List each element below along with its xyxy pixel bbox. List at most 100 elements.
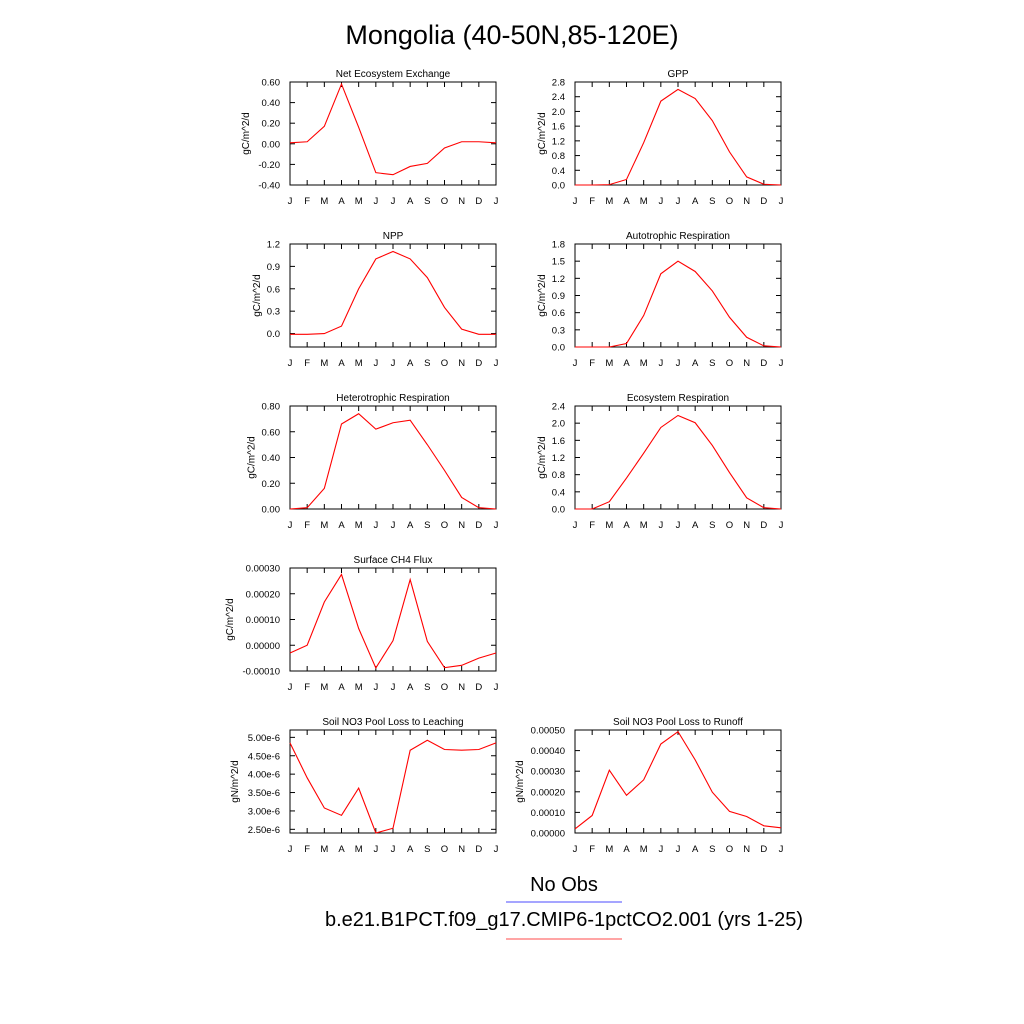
y-tick-label: 0.00040 [531, 746, 565, 757]
x-tick-label: S [709, 196, 715, 207]
x-tick-label: N [458, 358, 465, 369]
x-tick-label: O [726, 844, 733, 855]
y-tick-label: 2.4 [552, 402, 565, 413]
x-tick-label: O [726, 358, 733, 369]
y-tick-label: 0.8 [552, 470, 565, 481]
series-line [289, 413, 497, 510]
y-tick-label: 0.8 [552, 151, 565, 162]
x-tick-label: M [320, 196, 328, 207]
y-tick-label: 0.00 [262, 139, 281, 150]
y-tick-label: 0.00020 [246, 589, 280, 600]
x-tick-label: N [458, 520, 465, 531]
y-tick-label: 1.2 [267, 240, 280, 251]
x-tick-label: M [355, 520, 363, 531]
x-tick-label: J [288, 844, 293, 855]
x-tick-label: N [458, 682, 465, 693]
x-tick-label: M [640, 358, 648, 369]
plot-frame [289, 567, 497, 672]
x-tick-label: J [373, 844, 378, 855]
y-tick-label: 1.6 [552, 436, 565, 447]
x-tick-label: J [676, 844, 681, 855]
x-tick-label: J [494, 196, 499, 207]
x-tick-label: M [320, 844, 328, 855]
y-tick-label: 1.2 [552, 274, 565, 285]
x-tick-label: J [288, 682, 293, 693]
x-tick-label: M [320, 520, 328, 531]
main-title: Mongolia (40-50N,85-120E) [345, 20, 678, 50]
plot-frame [574, 729, 782, 834]
y-tick-label: 0.6 [552, 308, 565, 319]
x-tick-label: N [743, 520, 750, 531]
x-tick-label: J [391, 358, 396, 369]
x-tick-label: A [692, 358, 699, 369]
y-tick-label: 0.00030 [246, 564, 280, 575]
x-tick-label: A [692, 196, 699, 207]
x-tick-label: J [779, 844, 784, 855]
x-tick-label: O [441, 358, 448, 369]
x-tick-label: F [304, 196, 310, 207]
series-line [289, 82, 497, 176]
y-tick-label: 0.00010 [246, 615, 280, 626]
y-tick-label: 2.4 [552, 92, 565, 103]
y-tick-label: 2.0 [552, 107, 565, 118]
y-tick-label: 0.6 [267, 284, 280, 295]
x-tick-label: O [441, 844, 448, 855]
panel-title: Ecosystem Respiration [627, 393, 729, 404]
x-tick-label: J [658, 196, 663, 207]
x-tick-label: A [407, 196, 414, 207]
series-line [289, 573, 497, 670]
x-tick-label: N [743, 358, 750, 369]
x-tick-label: S [424, 196, 430, 207]
panel-title: Soil NO3 Pool Loss to Runoff [613, 717, 743, 728]
y-tick-label: 0.0 [552, 181, 565, 192]
x-tick-label: J [373, 520, 378, 531]
x-tick-label: J [676, 358, 681, 369]
x-tick-label: D [475, 682, 482, 693]
y-tick-label: -0.40 [258, 181, 280, 192]
y-tick-label: 0.4 [552, 487, 565, 498]
x-tick-label: M [605, 844, 613, 855]
panel-title: Heterotrophic Respiration [336, 393, 449, 404]
x-tick-label: S [709, 358, 715, 369]
x-tick-label: O [441, 196, 448, 207]
y-tick-label: 0.00030 [531, 767, 565, 778]
x-tick-label: M [355, 196, 363, 207]
x-tick-label: D [760, 520, 767, 531]
y-axis-label: gC/m^2/d [537, 274, 548, 317]
x-tick-label: N [743, 844, 750, 855]
x-tick-label: J [573, 358, 578, 369]
panel-title: Autotrophic Respiration [626, 231, 730, 242]
y-tick-label: 0.60 [262, 78, 281, 89]
x-tick-label: O [726, 196, 733, 207]
y-tick-label: -0.00010 [242, 667, 280, 678]
x-tick-label: J [573, 520, 578, 531]
x-tick-label: J [494, 844, 499, 855]
y-tick-label: 0.3 [267, 307, 280, 318]
series-line [575, 260, 782, 348]
x-tick-label: M [355, 844, 363, 855]
y-tick-label: 1.2 [552, 453, 565, 464]
panel-title: Soil NO3 Pool Loss to Leaching [322, 717, 463, 728]
y-tick-label: 1.8 [552, 240, 565, 251]
x-tick-label: M [640, 844, 648, 855]
y-tick-label: 0.20 [262, 479, 281, 490]
x-tick-label: D [475, 196, 482, 207]
panel-title: Surface CH4 Flux [354, 555, 433, 566]
x-tick-label: J [494, 358, 499, 369]
series-line [290, 250, 496, 335]
x-tick-label: A [407, 682, 414, 693]
x-tick-label: M [605, 196, 613, 207]
y-tick-label: 3.00e-6 [248, 806, 280, 817]
y-tick-label: 3.50e-6 [248, 788, 280, 799]
y-axis-label: gC/m^2/d [537, 436, 548, 479]
y-axis-label: gC/m^2/d [225, 598, 236, 641]
x-tick-label: J [676, 520, 681, 531]
x-tick-label: J [391, 520, 396, 531]
x-tick-label: D [760, 358, 767, 369]
x-tick-label: J [658, 520, 663, 531]
x-tick-label: D [475, 358, 482, 369]
